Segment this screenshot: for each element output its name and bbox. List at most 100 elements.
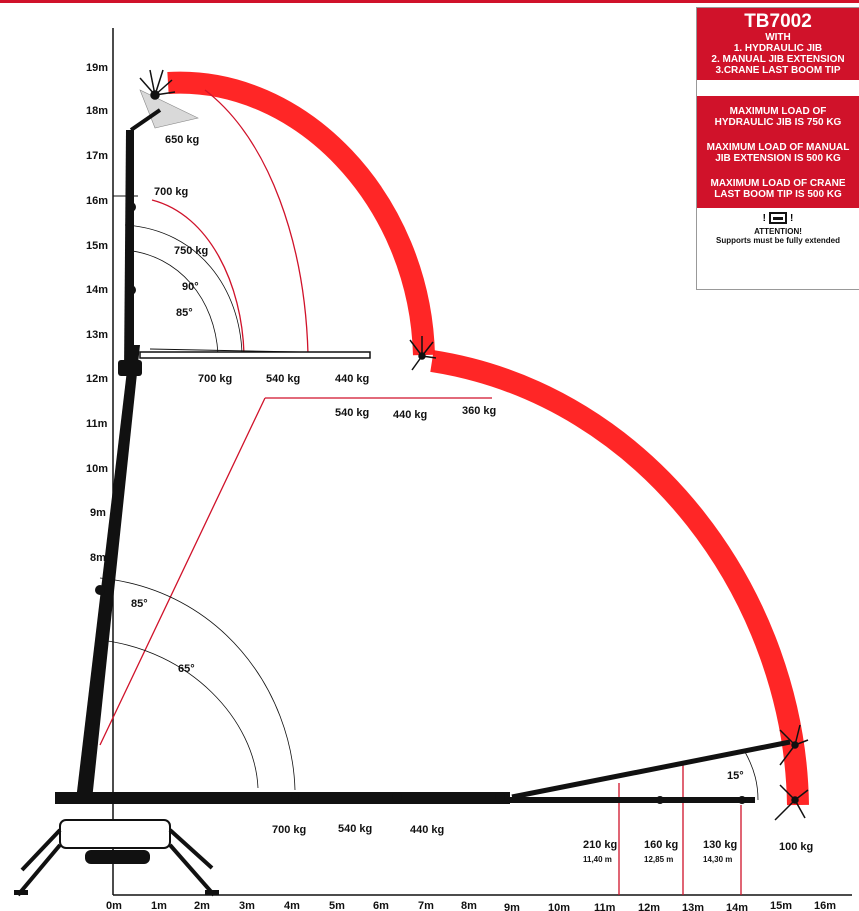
y-label: 13m (86, 329, 108, 341)
radius-arc-650 (204, 89, 309, 355)
max-load-boom-tip: MAXIMUM LOAD OF CRANE LAST BOOM TIP IS 5… (697, 168, 859, 208)
x-label: 10m (548, 902, 570, 911)
x-label: 2m (194, 900, 210, 911)
angle-label-90: 90° (182, 281, 199, 293)
upper-jib-sweep (139, 89, 199, 129)
main-boom-vertical (76, 345, 140, 800)
x-label: 13m (682, 902, 704, 911)
model-title: TB7002 (744, 11, 812, 32)
spec-info-box: TB7002 WITH 1. HYDRAULIC JIB 2. MANUAL J… (696, 7, 859, 290)
y-label: 12m (86, 373, 108, 385)
reach-load: 160 kg (644, 839, 678, 851)
load-label-750: 750 kg (174, 245, 208, 257)
angle-label-85-lower: 85° (131, 598, 148, 610)
top-accent-line (0, 0, 859, 3)
angle-arc-upper-inner (124, 249, 219, 355)
h-joint-4 (656, 796, 664, 804)
reach-load: 130 kg (703, 839, 737, 851)
x-label: 3m (239, 900, 255, 911)
support-warning-icon: !! (762, 212, 794, 224)
h-joint-1 (291, 793, 299, 801)
angle-arc-15 (744, 751, 759, 801)
x-label: 8m (461, 900, 477, 911)
envelope-upper-arc (167, 71, 435, 356)
y-axis-labels: 19m 18m 17m 16m 15m 14m 13m 12m 11m 10m … (86, 62, 108, 564)
boom-joint-2 (126, 202, 136, 212)
y-label: 14m (86, 284, 108, 296)
mid-jib-load: 540 kg (266, 373, 300, 385)
top-hook-claw-icon (139, 69, 176, 100)
x-label: 4m (284, 900, 300, 911)
bottom-load: 440 kg (410, 824, 444, 836)
mid-jib-load: 700 kg (198, 373, 232, 385)
item-boom-tip: 3.CRANE LAST BOOM TIP (715, 65, 841, 76)
h-joint-3 (495, 792, 505, 802)
mid-jib-cylinder (149, 348, 301, 353)
envelope-lower-arc (430, 350, 809, 806)
attention-label: ATTENTION! (754, 227, 802, 236)
with-label: WITH (765, 32, 791, 43)
y-label: 10m (86, 463, 108, 475)
angle-arc-lower-outer (99, 577, 296, 791)
x-label: 12m (638, 902, 660, 911)
jib-15-degree (511, 739, 791, 800)
reach-diag-line (99, 397, 266, 746)
boom-extension-horizontal (510, 797, 755, 803)
x-label: 1m (151, 900, 167, 911)
max-load-manual-jib: MAXIMUM LOAD OF MANUAL JIB EXTENSION IS … (697, 132, 859, 168)
x-label: 9m (504, 902, 520, 911)
angle-arc-upper-outer (124, 224, 243, 355)
mid-jib-load: 440 kg (335, 373, 369, 385)
bottom-load: 700 kg (272, 824, 306, 836)
angle-arc-lower-inner (99, 639, 259, 789)
x-label: 0m (106, 900, 122, 911)
x-axis-labels: 0m 1m 2m 3m 4m 5m 6m 7m 8m 9m 10m 11m 12… (106, 900, 836, 911)
y-label: 18m (86, 105, 108, 117)
angle-label-85-upper: 85° (176, 307, 193, 319)
bottom-load: 540 kg (338, 823, 372, 835)
x-label: 16m (814, 900, 836, 911)
y-label: 8m (90, 552, 106, 564)
h-joint-5 (738, 796, 746, 804)
boom-joint-3 (126, 285, 136, 295)
reach-distance: 12,85 m (644, 855, 673, 864)
reach-load: 210 kg (583, 839, 617, 851)
max-load-hydraulic-jib: MAXIMUM LOAD OF HYDRAULIC JIB IS 750 KG (697, 96, 859, 132)
reach-distance: 14,30 m (703, 855, 732, 864)
angle-label-65: 65° (178, 663, 195, 675)
item-manual-jib: 2. MANUAL JIB EXTENSION (711, 54, 845, 65)
x-label: 5m (329, 900, 345, 911)
y-label: 15m (86, 240, 108, 252)
main-boom-horizontal (55, 792, 510, 804)
upper-boom-vertical (124, 130, 134, 372)
info-header: TB7002 WITH 1. HYDRAULIC JIB 2. MANUAL J… (697, 8, 859, 80)
load-label-650: 650 kg (165, 134, 199, 146)
mid-jib-arm (139, 351, 371, 359)
supports-note: Supports must be fully extended (715, 236, 840, 245)
radius-arc-750 (151, 199, 245, 355)
crawler-base-icon (14, 819, 219, 897)
mid-hook-claw-icon (409, 336, 437, 371)
item-hydraulic-jib: 1. HYDRAULIC JIB (733, 43, 823, 54)
x-label: 15m (770, 900, 792, 911)
right-hook-claw-icon (774, 724, 809, 821)
x-label: 7m (418, 900, 434, 911)
h-joint-2 (392, 792, 402, 802)
load-label-700: 700 kg (154, 186, 188, 198)
y-label: 11m (86, 418, 108, 430)
tip-load: 100 kg (779, 841, 813, 853)
boom-joint-1 (118, 360, 142, 376)
y-label: 19m (86, 62, 108, 74)
mid-ext-load: 540 kg (335, 407, 369, 419)
boom-joint-4 (95, 585, 105, 595)
y-label: 17m (86, 150, 108, 162)
y-label: 9m (90, 507, 106, 519)
mid-ext-load: 360 kg (462, 405, 496, 417)
x-label: 11m (594, 902, 616, 911)
reach-distance: 11,40 m (583, 855, 612, 864)
x-label: 6m (373, 900, 389, 911)
angle-label-15: 15° (727, 770, 744, 782)
x-label: 14m (726, 902, 748, 911)
y-label: 16m (86, 195, 108, 207)
